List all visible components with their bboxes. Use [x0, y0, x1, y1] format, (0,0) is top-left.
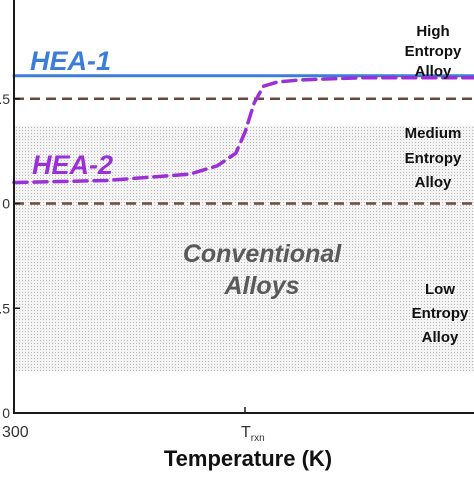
high-entropy-label-2: Entropy: [405, 43, 462, 60]
low-entropy-label-1: Low: [425, 281, 455, 298]
y-tick-label: 0: [2, 196, 10, 212]
medium-entropy-label-3: Alloy: [415, 174, 452, 191]
x-tick-label: Trxn: [241, 424, 265, 444]
y-ticks: 0 .5 0 .5 0: [0, 0, 20, 421]
high-entropy-label-3: Alloy: [415, 63, 452, 80]
x-tick-label: 300: [2, 424, 29, 441]
conventional-alloys-label-line2: Alloys: [223, 272, 299, 300]
y-tick-label: .5: [0, 300, 10, 316]
conventional-alloys-label-line1: Conventional: [183, 240, 342, 268]
x-axis-title: Temperature (K): [164, 446, 332, 471]
conventional-alloys-shaded-region: [14, 125, 474, 372]
series-lines: [12, 74, 474, 185]
series-label-hea-1: HEA-1: [30, 46, 111, 76]
y-tick-label: 0: [2, 405, 10, 421]
series-label-hea-2: HEA-2: [32, 150, 113, 180]
y-tick-label: .5: [0, 91, 10, 107]
y-tick-label: 0: [2, 0, 10, 2]
medium-entropy-label-1: Medium: [405, 125, 462, 142]
low-entropy-label-2: Entropy: [412, 305, 469, 322]
high-entropy-label-1: High: [416, 23, 449, 40]
medium-entropy-label-2: Entropy: [405, 150, 462, 167]
low-entropy-label-3: Alloy: [422, 329, 459, 346]
series-line-hea-2: [12, 76, 474, 185]
threshold-lines: [14, 97, 474, 205]
